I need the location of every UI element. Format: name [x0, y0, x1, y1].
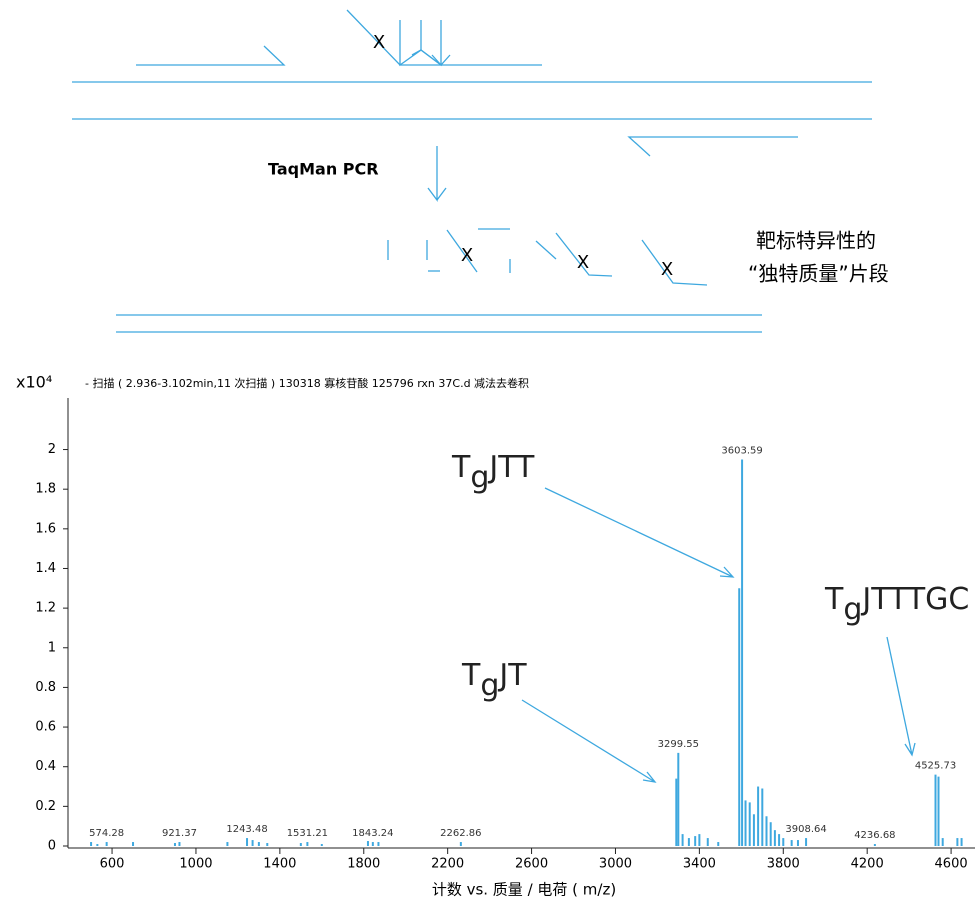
fragment	[642, 240, 707, 285]
page: X X X X TaqMan PCR 靶标特异性的 “独特质量”片段 x10⁴ …	[0, 0, 980, 908]
peak-label: 921.37	[162, 828, 197, 839]
peak-label: 3603.59	[721, 445, 762, 456]
y-tick-label: 0.4	[35, 759, 56, 774]
strand	[629, 137, 798, 156]
mark: X	[577, 252, 589, 273]
x-tick-label: 2200	[431, 857, 464, 872]
x-axis-label: 计数 vs. 质量 / 电荷 ( m/z)	[432, 881, 616, 899]
x-tick-label: 3000	[599, 857, 632, 872]
x-tick-label: 1400	[263, 857, 296, 872]
peak-label: 1531.21	[287, 828, 328, 839]
annotation-arrows	[522, 488, 915, 782]
x-tick-label: 2600	[515, 857, 548, 872]
y-tick-label: 0.6	[35, 720, 56, 735]
mark: X	[661, 259, 673, 280]
y-tick-label: 1.8	[35, 482, 56, 497]
x-tick-label: 1800	[347, 857, 380, 872]
peak-label: 3908.64	[785, 824, 826, 835]
annotation: TgJT	[461, 658, 527, 703]
x-tick-label: 4600	[935, 857, 968, 872]
x-tick-label: 600	[100, 857, 125, 872]
annotation-sub: g	[470, 460, 489, 495]
peak-label: 4525.73	[915, 761, 956, 772]
arrow	[522, 700, 655, 782]
chart-title: - 扫描 ( 2.936-3.102min,11 次扫描 ) 130318 寡核…	[85, 376, 529, 390]
peak-label: 4236.68	[854, 830, 895, 841]
annotation-rest: JTT	[487, 450, 535, 485]
annotation-base: T	[824, 582, 844, 617]
y-tick-label: 0.2	[35, 799, 56, 814]
y-unit: x10⁴	[16, 373, 52, 392]
y-tick-label: 2	[48, 442, 56, 457]
mark: X	[373, 32, 385, 53]
probe-arrow	[412, 50, 450, 65]
annotation-sub: g	[480, 668, 499, 703]
annotation-base: T	[451, 450, 471, 485]
annotation: TgJTT	[451, 450, 535, 495]
annotation-rest: JT	[497, 658, 527, 693]
y-tick-label: 0	[48, 839, 56, 854]
peak-label: 1243.48	[226, 824, 267, 835]
fragment-label: 靶标特异性的	[756, 229, 876, 253]
strand	[136, 46, 284, 65]
annotation-base: T	[461, 658, 481, 693]
y-tick-label: 1.6	[35, 521, 56, 536]
y-tick-label: 1.2	[35, 601, 56, 616]
arrow	[428, 146, 446, 200]
arrow	[545, 488, 733, 577]
y-tick-label: 1.4	[35, 561, 56, 576]
x-tick-label: 1000	[179, 857, 212, 872]
arrow	[887, 637, 915, 755]
fragment	[536, 241, 556, 259]
fragment-label: “独特质量”片段	[748, 262, 889, 286]
annotation-rest: JTTTGC	[860, 582, 969, 617]
mark: X	[461, 245, 473, 266]
y-tick-label: 1	[48, 640, 56, 655]
peak-label: 2262.86	[440, 828, 481, 839]
annotation-sub: g	[843, 592, 862, 627]
annotation: TgJTTTGC	[824, 582, 969, 627]
x-tick-label: 3800	[767, 857, 800, 872]
probe-arrow	[400, 20, 421, 65]
x-tick-label: 3400	[683, 857, 716, 872]
peak-label: 1843.24	[352, 828, 393, 839]
y-tick-label: 0.8	[35, 680, 56, 695]
x-tick-label: 4200	[851, 857, 884, 872]
diagram: X X X X TaqMan PCR 靶标特异性的 “独特质量”片段	[72, 10, 889, 332]
step-label: TaqMan PCR	[268, 160, 379, 179]
peak-label: 574.28	[89, 828, 124, 839]
peak-label: 3299.55	[658, 739, 699, 750]
